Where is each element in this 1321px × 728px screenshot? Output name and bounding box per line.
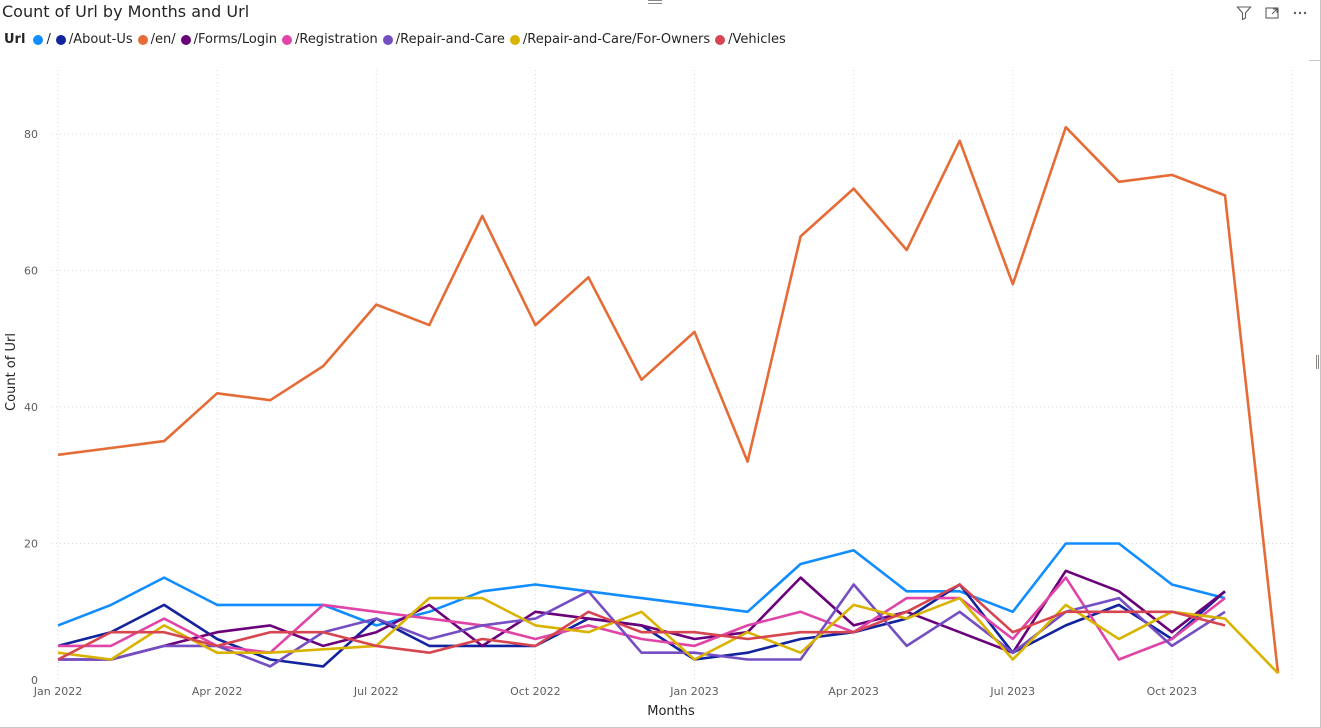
legend: Url / /About-Us/en/ /Forms/Login/Registrat… — [4, 32, 791, 47]
x-tick-label: Jan 2022 — [33, 685, 82, 698]
legend-marker — [281, 34, 292, 45]
x-tick-label: Apr 2022 — [192, 685, 243, 698]
series-line-2 — [57, 125, 1280, 674]
legend-item[interactable]: / — [33, 32, 51, 47]
legend-label: /Forms/Login — [193, 32, 277, 47]
legend-marker — [180, 34, 191, 45]
legend-label: /en/ — [150, 32, 176, 47]
legend-label: /Repair-and-Care/For-Owners — [522, 32, 711, 47]
legend-marker — [715, 34, 726, 45]
legend-item[interactable]: /Repair-and-Care/For-Owners — [509, 32, 711, 47]
series-line-4 — [58, 576, 1226, 661]
x-tick-label: Jan 2023 — [669, 685, 718, 698]
y-tick-label: 20 — [24, 538, 38, 551]
series-line-7 — [57, 583, 1226, 661]
legend-marker — [509, 34, 520, 45]
legend-label: / — [46, 32, 51, 47]
y-tick-label: 80 — [24, 128, 38, 141]
x-tick-label: Jul 2022 — [353, 685, 399, 698]
chart-title: Count of Url by Months and Url — [2, 2, 250, 21]
legend-item[interactable]: /en/ — [137, 32, 176, 47]
resize-handle-right[interactable] — [1316, 355, 1319, 369]
legend-label: /Registration — [294, 32, 378, 47]
legend-label: /Repair-and-Care — [395, 32, 505, 47]
visual-header-toolbar — [1235, 4, 1309, 22]
x-tick-label: Oct 2023 — [1147, 685, 1198, 698]
x-axis-title: Months — [647, 704, 695, 719]
y-tick-label: 0 — [31, 674, 38, 687]
legend-label: /Vehicles — [728, 32, 786, 47]
y-axis-title: Count of Url — [4, 333, 19, 411]
divider — [1309, 60, 1321, 61]
series-line-5 — [58, 583, 1226, 668]
legend-marker — [33, 34, 44, 45]
focus-mode-icon[interactable] — [1263, 4, 1281, 22]
resize-handle-top[interactable] — [648, 0, 662, 4]
more-options-icon[interactable] — [1291, 4, 1309, 22]
legend-marker — [382, 34, 393, 45]
y-tick-label: 40 — [24, 401, 38, 414]
legend-title: Url — [4, 32, 26, 47]
legend-item[interactable]: /About-Us — [55, 32, 133, 47]
filter-icon[interactable] — [1235, 4, 1253, 22]
legend-item[interactable]: /Repair-and-Care — [382, 32, 505, 47]
legend-item[interactable]: /Vehicles — [715, 32, 786, 47]
legend-marker — [55, 34, 66, 45]
legend-marker — [137, 34, 148, 45]
legend-item[interactable]: /Forms/Login — [180, 32, 277, 47]
x-tick-label: Apr 2023 — [828, 685, 879, 698]
legend-item[interactable]: /Registration — [281, 32, 378, 47]
x-tick-label: Oct 2022 — [510, 685, 561, 698]
x-tick-label: Jul 2023 — [989, 685, 1035, 698]
series-line-0 — [57, 542, 1226, 627]
legend-label: /About-Us — [68, 32, 133, 47]
y-tick-label: 60 — [24, 265, 38, 278]
series-line-6 — [57, 596, 1279, 675]
